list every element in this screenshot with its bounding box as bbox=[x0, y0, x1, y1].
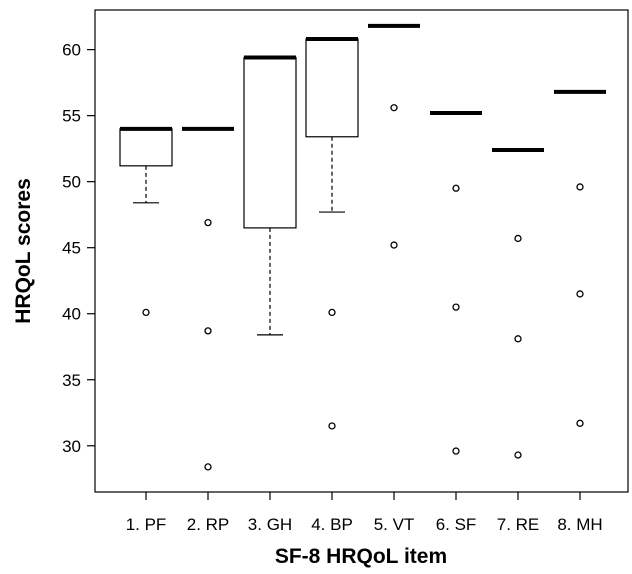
box-5 bbox=[368, 23, 420, 249]
outlier-point bbox=[452, 303, 460, 311]
box-7 bbox=[492, 147, 544, 459]
outlier-point bbox=[576, 183, 584, 191]
x-tick-label: 4. BP bbox=[311, 515, 353, 534]
y-tick-label: 50 bbox=[62, 173, 81, 192]
outlier-point bbox=[452, 184, 460, 192]
box-iqr bbox=[119, 128, 173, 167]
x-tick-label: 1. PF bbox=[126, 515, 167, 534]
outlier-point bbox=[576, 290, 584, 298]
outlier-point bbox=[142, 308, 150, 317]
plot-frame bbox=[94, 9, 629, 493]
y-axis: 30 35 40 45 50 55 60 bbox=[62, 41, 95, 456]
outlier-point bbox=[328, 308, 336, 317]
y-tick-label: 60 bbox=[62, 41, 81, 60]
x-tick-label: 8. MH bbox=[557, 515, 602, 534]
x-tick-label: 2. RP bbox=[187, 515, 230, 534]
y-tick-label: 35 bbox=[62, 371, 81, 390]
outlier-point bbox=[452, 447, 460, 455]
y-axis-title: HRQoL scores bbox=[12, 178, 35, 324]
box-8 bbox=[554, 89, 606, 427]
box-1 bbox=[119, 126, 173, 317]
x-tick-label: 3. GH bbox=[248, 515, 292, 534]
box-3 bbox=[243, 55, 297, 336]
outlier-point bbox=[204, 463, 212, 471]
box-iqr bbox=[305, 38, 359, 138]
y-tick-label: 30 bbox=[62, 437, 81, 456]
outlier-point bbox=[328, 422, 336, 430]
y-tick-label: 45 bbox=[62, 239, 81, 258]
box-6 bbox=[430, 111, 482, 455]
outlier-point bbox=[514, 335, 522, 343]
outlier-point bbox=[204, 327, 212, 335]
outlier-point bbox=[514, 234, 522, 243]
x-tick-label: 5. VT bbox=[374, 515, 415, 534]
x-tick-label: 6. SF bbox=[436, 515, 477, 534]
y-tick-label: 55 bbox=[62, 107, 81, 126]
outlier-point bbox=[204, 218, 212, 227]
box-2 bbox=[182, 126, 234, 471]
box-iqr bbox=[243, 56, 297, 229]
outlier-point bbox=[514, 451, 522, 459]
boxes bbox=[119, 23, 606, 471]
x-tick-label: 7. RE bbox=[497, 515, 540, 534]
y-tick-label: 40 bbox=[62, 305, 81, 324]
box-4 bbox=[305, 37, 359, 430]
x-axis: 1. PF 2. RP 3. GH 4. BP 5. VT 6. SF 7. RE 8. MH bbox=[126, 492, 603, 534]
outlier-point bbox=[576, 419, 584, 427]
outlier-point bbox=[390, 104, 398, 112]
x-axis-title: SF-8 HRQoL item bbox=[275, 545, 447, 568]
outlier-point bbox=[390, 241, 398, 249]
